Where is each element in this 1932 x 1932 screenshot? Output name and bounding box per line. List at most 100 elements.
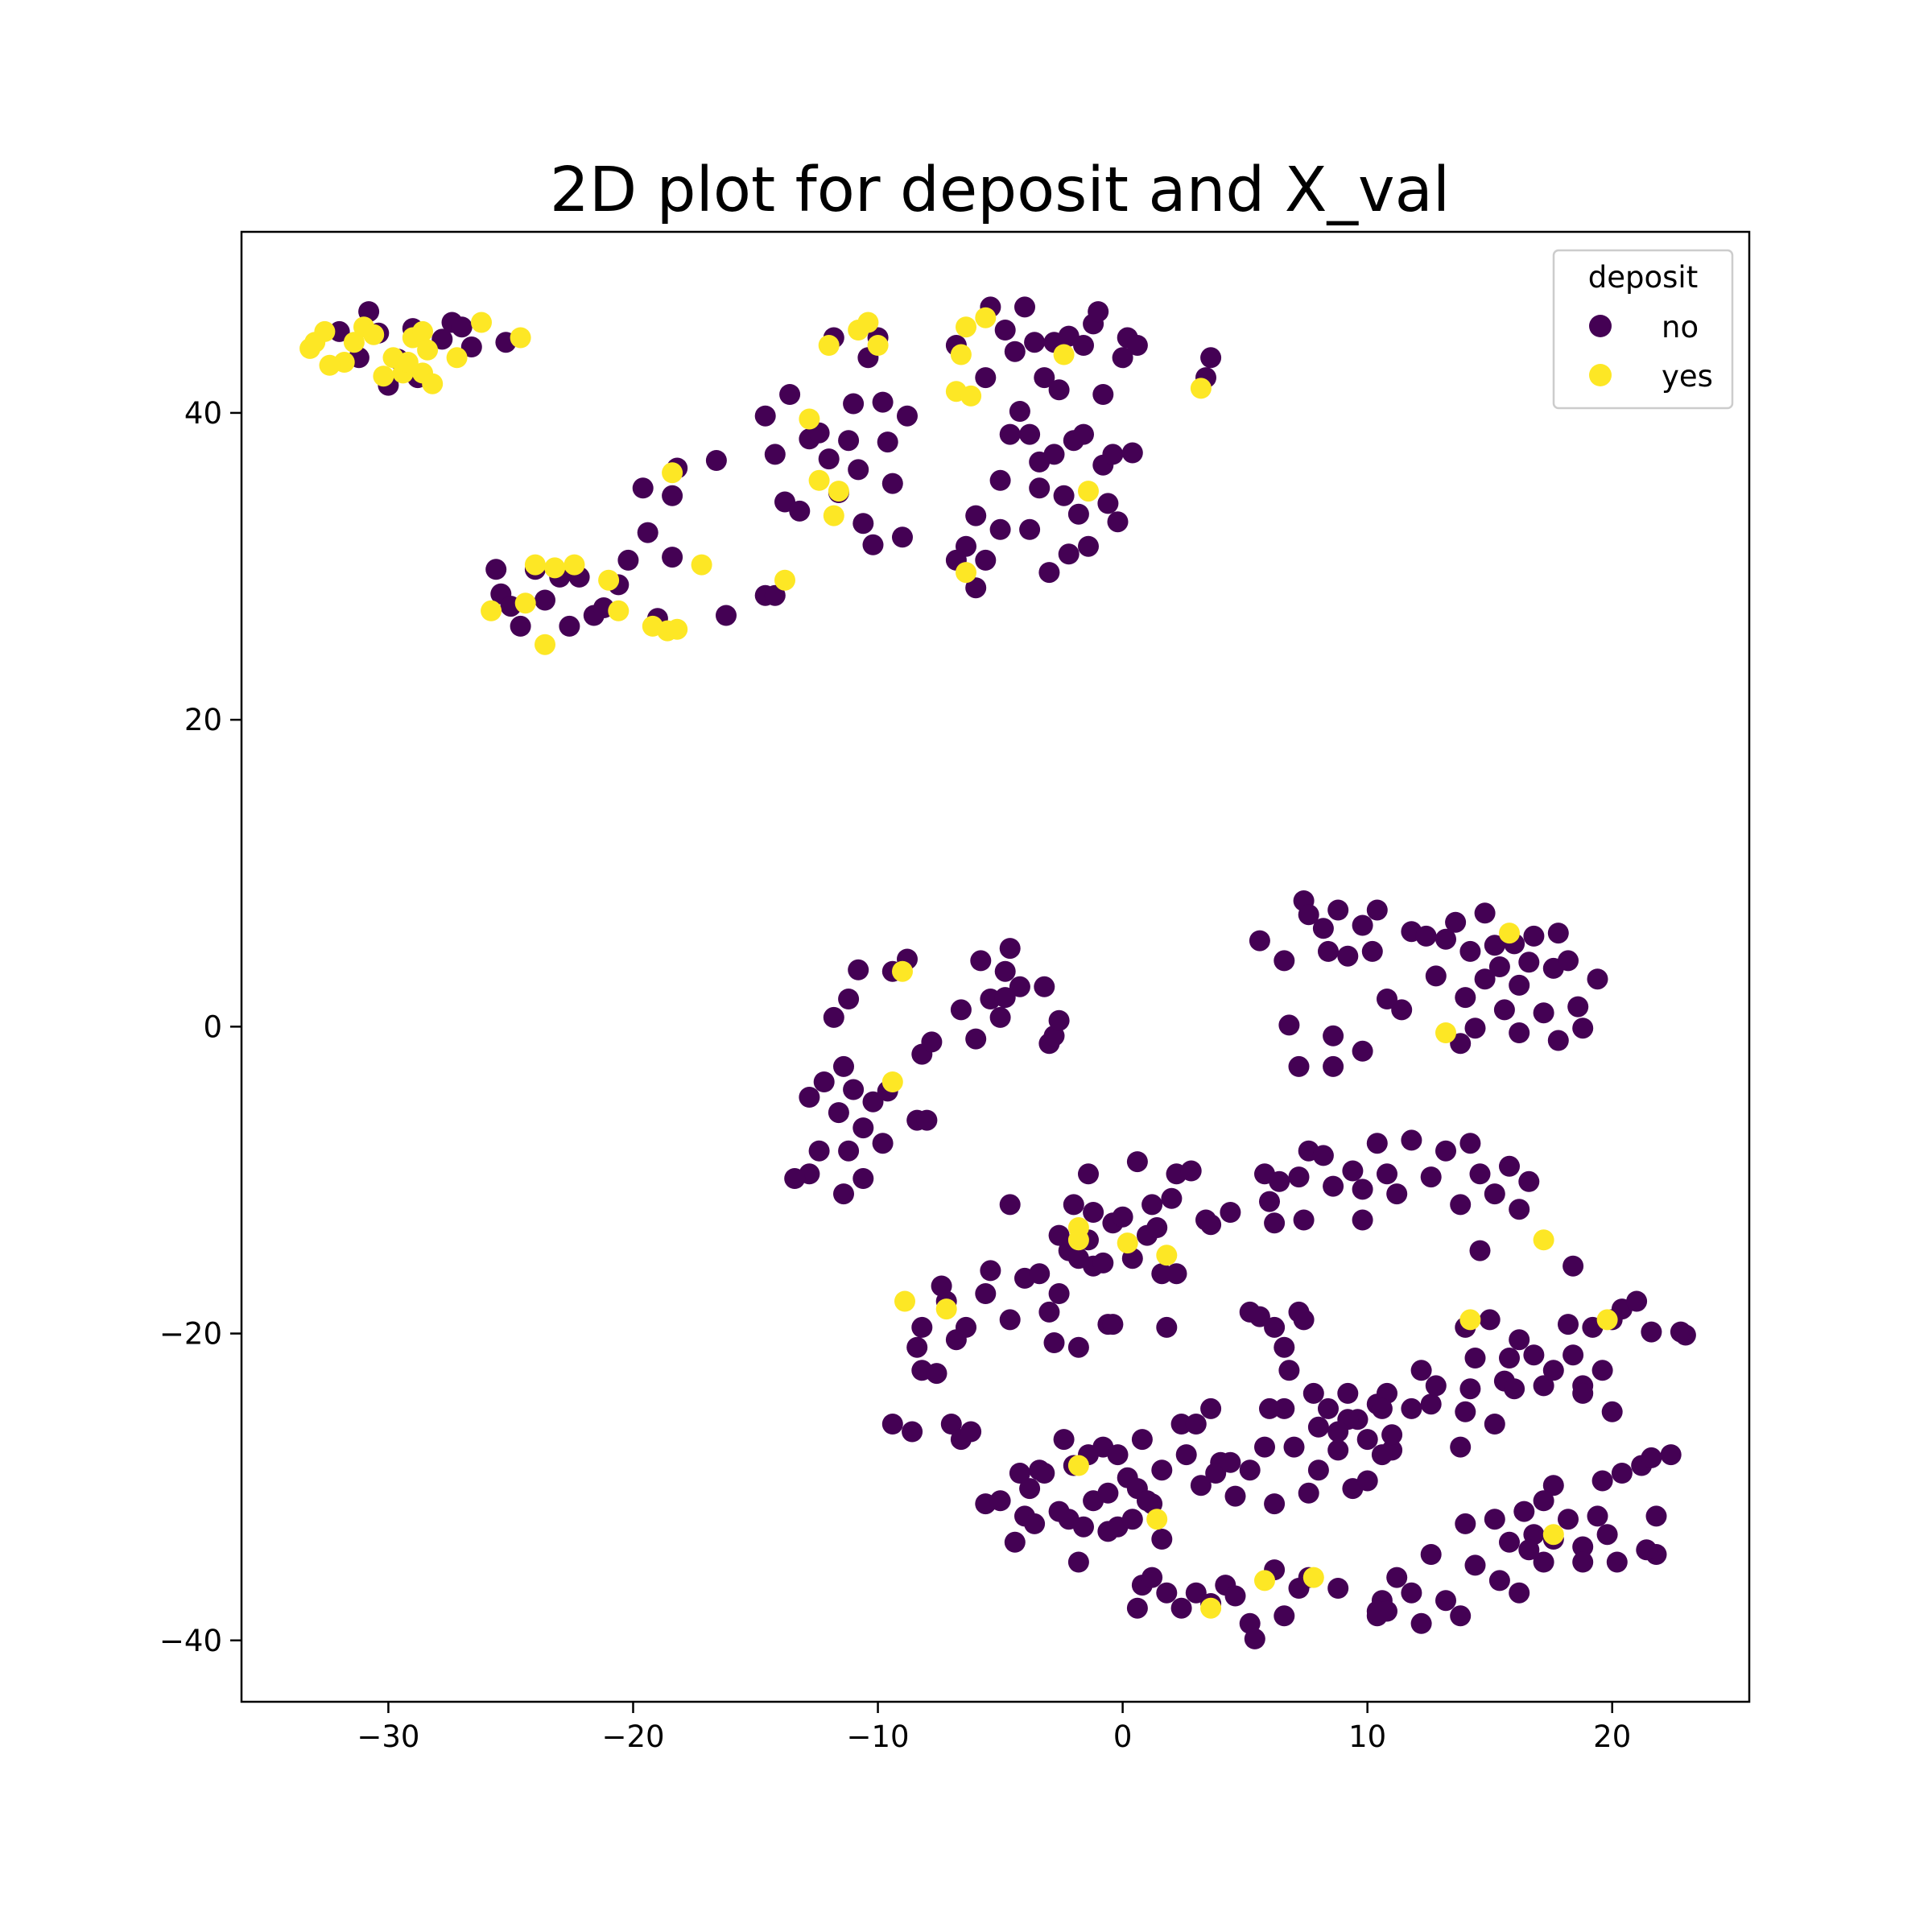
point-yes-58 <box>1156 1245 1178 1266</box>
point-no-368 <box>1156 1582 1178 1604</box>
point-no-317 <box>1053 1429 1075 1451</box>
point-no-386 <box>1420 1544 1442 1565</box>
point-no-90 <box>1019 518 1041 540</box>
point-no-243 <box>1043 1332 1065 1353</box>
point-no-328 <box>1175 1444 1197 1466</box>
point-no-191 <box>1126 1151 1148 1173</box>
point-no-400 <box>1558 1509 1579 1530</box>
point-no-152 <box>1377 989 1397 1009</box>
point-yes-4 <box>343 332 365 353</box>
point-yes-68 <box>1302 1567 1324 1588</box>
point-no-365 <box>1126 1597 1148 1619</box>
point-no-142 <box>1274 950 1295 972</box>
point-yes-34 <box>808 469 830 491</box>
point-no-206 <box>1323 1175 1344 1197</box>
point-no-122 <box>784 1168 806 1189</box>
point-yes-54 <box>1435 1022 1456 1043</box>
point-no-33 <box>716 605 737 626</box>
point-no-251 <box>945 1329 967 1351</box>
point-no-349 <box>989 1490 1011 1512</box>
legend: deposit no yes <box>1552 249 1734 410</box>
point-no-362 <box>1151 1529 1173 1550</box>
point-no-219 <box>1499 1155 1520 1177</box>
point-no-103 <box>1200 347 1222 369</box>
point-yes-36 <box>818 335 840 356</box>
point-no-201 <box>1264 1212 1286 1234</box>
point-yes-32 <box>662 462 683 484</box>
point-no-185 <box>1488 956 1510 977</box>
point-no-353 <box>1034 1463 1055 1484</box>
point-no-214 <box>1435 1140 1456 1162</box>
point-no-215 <box>1450 1194 1472 1216</box>
point-no-326 <box>1151 1459 1173 1481</box>
point-no-267 <box>1278 1360 1300 1381</box>
point-no-252 <box>881 1414 903 1435</box>
point-yes-43 <box>956 316 976 338</box>
points-layer <box>299 296 1696 1649</box>
point-yes-52 <box>881 1071 903 1092</box>
point-yes-14 <box>471 312 492 333</box>
point-no-77 <box>1067 503 1089 525</box>
point-no-232 <box>1048 1283 1070 1304</box>
point-no-131 <box>1009 976 1030 997</box>
point-no-257 <box>1102 1314 1124 1335</box>
point-no-198 <box>1220 1202 1241 1223</box>
point-no-411 <box>1591 1470 1613 1492</box>
point-no-93 <box>1058 543 1080 565</box>
point-no-321 <box>1107 1444 1129 1466</box>
point-no-360 <box>1121 1509 1143 1530</box>
legend-marker-yes <box>1589 364 1612 386</box>
point-yes-65 <box>1146 1509 1168 1530</box>
point-no-64 <box>994 320 1016 341</box>
point-no-276 <box>1356 1429 1378 1451</box>
point-no-261 <box>1067 1248 1089 1269</box>
point-no-18 <box>535 589 555 611</box>
point-no-387 <box>1435 1590 1456 1612</box>
point-no-356 <box>1073 1516 1094 1538</box>
point-no-402 <box>1587 1505 1608 1527</box>
point-no-392 <box>1488 1570 1510 1591</box>
point-no-274 <box>1337 1382 1359 1404</box>
point-yes-64 <box>1067 1455 1089 1476</box>
point-no-145 <box>1312 918 1334 939</box>
point-no-155 <box>1415 925 1437 947</box>
point-no-207 <box>1342 1160 1364 1182</box>
point-no-187 <box>1063 1194 1084 1216</box>
point-no-87 <box>1121 442 1143 464</box>
point-no-98 <box>989 518 1011 540</box>
point-no-369 <box>1170 1597 1192 1619</box>
point-no-352 <box>1024 1513 1046 1534</box>
point-no-335 <box>1264 1493 1286 1515</box>
point-no-29 <box>662 485 683 506</box>
point-yes-25 <box>598 569 620 591</box>
point-no-237 <box>1112 1206 1133 1228</box>
point-no-273 <box>1327 1439 1349 1461</box>
point-no-188 <box>1078 1163 1099 1185</box>
point-no-287 <box>1479 1309 1501 1331</box>
point-no-46 <box>843 393 865 415</box>
point-no-32 <box>705 450 727 471</box>
point-no-410 <box>1660 1444 1682 1466</box>
point-no-193 <box>1161 1187 1183 1209</box>
point-no-167 <box>1533 1002 1554 1024</box>
point-no-171 <box>1567 996 1589 1018</box>
point-no-89 <box>999 423 1021 445</box>
point-no-205 <box>1312 1145 1334 1166</box>
point-no-254 <box>940 1414 962 1435</box>
point-no-67 <box>1019 423 1041 445</box>
point-no-218 <box>1484 1183 1505 1205</box>
point-no-329 <box>1190 1475 1212 1496</box>
point-no-166 <box>1523 925 1545 947</box>
point-yes-16 <box>319 354 341 376</box>
point-no-307 <box>1459 1378 1481 1400</box>
point-no-74 <box>1053 485 1075 506</box>
point-no-181 <box>1323 1025 1344 1046</box>
point-yes-11 <box>417 339 439 361</box>
point-no-66 <box>1014 296 1035 318</box>
point-yes-26 <box>608 600 630 621</box>
point-no-224 <box>1352 1209 1373 1231</box>
point-yes-48 <box>1078 481 1099 502</box>
point-no-223 <box>1563 1255 1584 1277</box>
point-no-36 <box>754 405 776 427</box>
y-tick-label: −20 <box>159 1317 222 1352</box>
